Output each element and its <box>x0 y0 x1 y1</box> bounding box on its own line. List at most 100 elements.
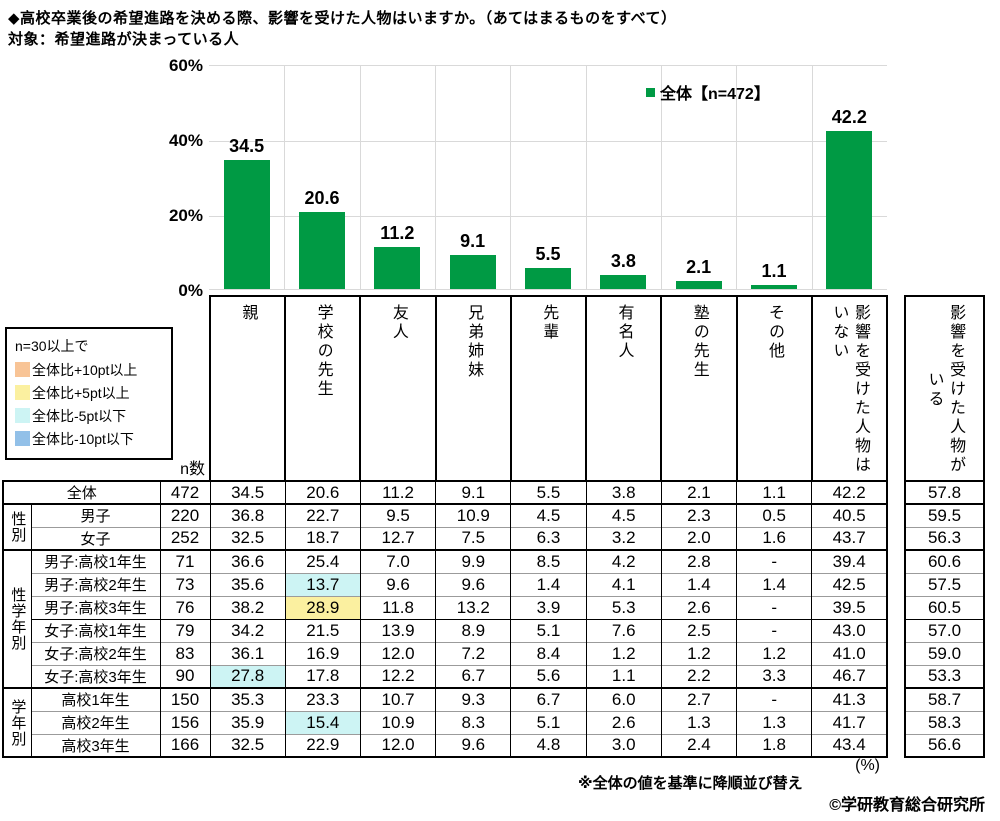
value-cell: 7.5 <box>435 526 512 550</box>
value-cell: 5.1 <box>510 710 587 734</box>
value-cell: - <box>736 549 813 573</box>
extra-value-cell: 59.0 <box>905 641 984 665</box>
column-header-0: 親 <box>211 297 287 480</box>
value-cell: 39.4 <box>811 549 888 573</box>
copyright: ©学研教育総合研究所 <box>829 797 985 814</box>
value-cell: 2.4 <box>660 733 738 757</box>
bar-value-label: 3.8 <box>610 250 636 271</box>
value-cell: 8.4 <box>510 641 587 665</box>
table-row: 高校3年生 166 32.5 22.9 12.0 9.6 4.8 3.0 2.4 1.8 43.4 <box>3 733 888 757</box>
value-cell: 13.9 <box>359 618 437 642</box>
value-cell: 6.0 <box>585 687 662 711</box>
value-cell: 23.3 <box>284 687 361 711</box>
threshold-item-blue: 全体比-10pt以下 <box>15 427 163 450</box>
table-row: 高校2年生 156 35.9 15.4 10.9 8.3 5.1 2.6 1.3 1.3 41.7 <box>3 710 888 734</box>
table-row: 学年別 高校1年生 150 35.3 23.3 10.7 9.3 6.7 6.0 2.7-41.3 <box>2 687 888 757</box>
threshold-item-label: 全体比-10pt以下 <box>32 430 134 447</box>
extra-table-row: 58.7 <box>905 687 984 711</box>
row-label: 男子:高校2年生 <box>30 572 161 596</box>
group-label: 性学年別 <box>2 549 32 688</box>
gridline <box>209 141 887 142</box>
column-header-2: 友人 <box>361 297 437 480</box>
column-header-text: 影響を受けた人物は いない <box>830 304 869 475</box>
value-cell: 2.8 <box>660 549 738 573</box>
legend-swatch-icon <box>646 87 655 97</box>
value-cell: 7.0 <box>359 549 437 573</box>
table-row: 性学年別 男子:高校1年生 71 36.6 25.4 7.0 9.9 8.5 4.2 2.8-39… <box>2 549 888 688</box>
value-cell: 1.3 <box>660 710 738 734</box>
value-cell: 10.9 <box>359 710 437 734</box>
value-cell: 6.7 <box>510 687 587 711</box>
value-cell: 3.3 <box>736 664 813 688</box>
bar-8 <box>826 130 873 289</box>
extra-table-row: 56.3 <box>905 526 984 550</box>
value-cell: 3.9 <box>510 595 587 619</box>
row-label: 男子 <box>30 503 161 527</box>
extra-value-cell: 56.3 <box>905 526 984 550</box>
threshold-item-yellow: 全体比+5pt以上 <box>15 381 163 404</box>
n-count: 156 <box>159 710 211 734</box>
bar-6 <box>675 281 722 289</box>
value-cell: 34.2 <box>209 618 286 642</box>
column-header-4: 先輩 <box>512 297 588 480</box>
value-cell: 16.9 <box>284 641 361 665</box>
value-cell: 32.5 <box>209 733 286 757</box>
row-label: 男子:高校3年生 <box>30 595 161 619</box>
group-label-text: 学年別 <box>9 698 27 747</box>
y-axis-tick: 60% <box>168 56 203 75</box>
threshold-legend-title: n=30以上で <box>15 338 89 354</box>
gridline <box>284 66 286 289</box>
legend-label: 全体【n=472】 <box>660 86 770 103</box>
value-cell: 9.9 <box>435 549 512 573</box>
value-cell: 5.1 <box>510 618 587 642</box>
row-label: 女子 <box>30 526 161 550</box>
unit-label: (%) <box>855 757 880 774</box>
gridline <box>510 66 512 289</box>
y-axis-tick: 20% <box>168 206 203 225</box>
value-cell: 1.4 <box>510 572 587 596</box>
value-cell: 1.2 <box>585 641 662 665</box>
group-label: 学年別 <box>2 687 32 757</box>
bar-value-label: 5.5 <box>535 244 561 265</box>
value-cell: 10.7 <box>359 687 437 711</box>
page-subtitle: 対象：希望進路が決まっている人 <box>8 31 240 48</box>
n-count: 76 <box>159 595 211 619</box>
extra-value-cell: 53.3 <box>905 664 984 688</box>
value-cell: 27.8 <box>209 664 286 688</box>
value-cell: 9.1 <box>435 481 512 504</box>
value-cell: 43.4 <box>811 733 888 757</box>
bar-value-label: 1.1 <box>761 260 787 281</box>
gridline <box>585 66 587 289</box>
value-cell: 8.5 <box>510 549 587 573</box>
bar-value-label: 9.1 <box>460 230 486 251</box>
column-header-text: 学校の先生 <box>314 304 332 399</box>
gridline <box>661 66 662 289</box>
extra-column-header: 影響を受けた人物が いる <box>905 296 984 482</box>
value-cell: 2.1 <box>660 481 738 504</box>
extra-column-table: 影響を受けた人物が いる 57.8 59.5 56.3 60.6 57.5 60.5 57.0… <box>904 295 985 758</box>
value-cell: 42.2 <box>811 481 888 504</box>
value-cell: 4.8 <box>510 733 587 757</box>
group-label-text: 性学年別 <box>9 587 27 651</box>
n-count: 71 <box>159 549 211 573</box>
n-count-header: n数 <box>180 461 205 478</box>
yellow-swatch-icon <box>15 385 30 400</box>
n-count: 150 <box>159 687 211 711</box>
threshold-item-label: 全体比+5pt以上 <box>32 384 130 401</box>
value-cell: 9.6 <box>435 572 512 596</box>
footnote: ※全体の値を基準に降順並び替え <box>578 775 803 792</box>
table-row: 性別 男子 220 36.8 22.7 9.5 10.9 4.5 4.5 2.3 0.5 40.5 <box>2 503 888 550</box>
extra-table-row: 57.0 <box>905 618 984 642</box>
value-cell: 8.9 <box>435 618 512 642</box>
orange-swatch-icon <box>15 362 30 377</box>
value-cell: 12.2 <box>359 664 437 688</box>
table-row: 男子:高校2年生 73 35.6 13.7 9.6 9.6 1.4 4.1 1.4 1.4 42.5 <box>3 572 888 596</box>
extra-table-row: 60.5 <box>905 595 984 619</box>
value-cell: 1.8 <box>736 733 813 757</box>
row-label: 全体 <box>2 481 161 504</box>
extra-value-cell: 58.3 <box>905 710 984 734</box>
value-cell: 4.5 <box>510 503 587 527</box>
value-cell: 7.2 <box>435 641 512 665</box>
column-header-text: 兄弟姉妹 <box>465 304 483 380</box>
